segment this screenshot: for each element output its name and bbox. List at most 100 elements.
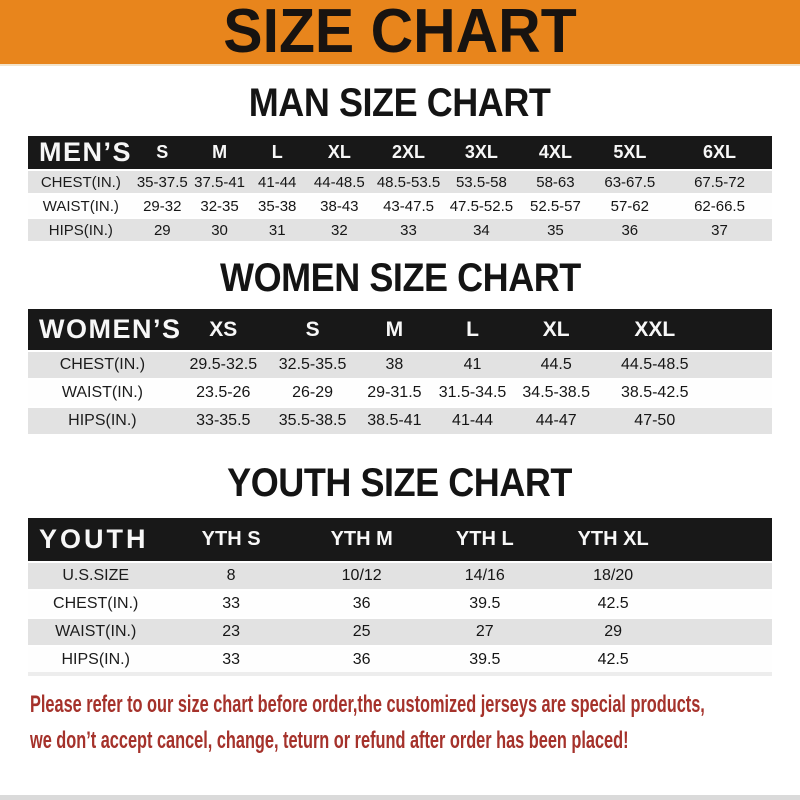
section-title-men-text: MAN SIZE CHART (249, 81, 551, 125)
size-value: 41-44 (433, 407, 512, 436)
table-header-row: WOMEN’S XS S M L XL XXL (28, 309, 772, 352)
size-value: 44-48.5 (306, 170, 373, 195)
table-row: HIPS(IN.) 33 36 39.5 42.5 (28, 646, 772, 675)
table-header-row: MEN’S S M L XL 2XL 3XL 4XL 5XL 6XL (28, 136, 772, 171)
row-label: CHEST(IN.) (28, 351, 177, 380)
size-value: 42.5 (545, 590, 682, 619)
size-value: 36 (298, 646, 425, 675)
size-value: 26-29 (269, 379, 356, 408)
section-title-youth: YOUTH SIZE CHART (0, 462, 800, 504)
spacer-cell (681, 518, 772, 563)
size-value: 27 (424, 618, 546, 647)
size-value: 41 (433, 351, 512, 380)
table-row: U.S.SIZE 8 10/12 14/16 18/20 (28, 562, 772, 591)
size-column-header: XS (176, 309, 270, 352)
size-column-header: XL (306, 136, 373, 171)
size-column-header: YTH S (163, 518, 299, 563)
table-row: WAIST(IN.) 23 25 27 29 (28, 618, 772, 647)
size-column-header: XXL (600, 309, 709, 352)
footer-line-2: we don’t accept cancel, change, teturn o… (30, 724, 800, 760)
size-column-header: M (355, 309, 434, 352)
size-value: 33 (372, 218, 445, 243)
size-value: 35 (518, 218, 593, 243)
size-value: 47-50 (600, 407, 709, 436)
size-column-header: M (190, 136, 249, 171)
section-women: WOMEN SIZE CHART WOMEN’S XS S M L XL XXL CHEST(… (0, 257, 800, 436)
size-value: 43-47.5 (372, 194, 445, 219)
size-value: 57-62 (592, 194, 668, 219)
table-row: HIPS(IN.) 33-35.5 35.5-38.5 38.5-41 41-44 44-… (28, 407, 772, 436)
size-column-header: L (248, 136, 307, 171)
footer-line-1: Please refer to our size chart before or… (30, 688, 800, 724)
size-value: 63-67.5 (592, 170, 668, 195)
size-value: 52.5-57 (518, 194, 593, 219)
size-value: 39.5 (424, 646, 546, 675)
footer-line-1-text: Please refer to our size chart before or… (30, 691, 705, 718)
bottom-strip (0, 795, 800, 800)
size-value: 29 (545, 618, 682, 647)
size-value: 33 (163, 646, 299, 675)
size-value: 8 (163, 562, 299, 591)
table-row: CHEST(IN.) 33 36 39.5 42.5 (28, 590, 772, 619)
youth-size-table: YOUTH YTH S YTH M YTH L YTH XL U.S.SIZE 8 10/12… (28, 518, 772, 676)
size-value: 34.5-38.5 (511, 379, 601, 408)
size-column-header: 5XL (592, 136, 668, 171)
size-column-header: 2XL (372, 136, 445, 171)
size-value: 35-37.5 (133, 170, 191, 195)
section-title-women-text: WOMEN SIZE CHART (219, 256, 581, 300)
banner-title: SIZE CHART (223, 0, 577, 66)
size-value: 31 (248, 218, 307, 243)
row-label: HIPS(IN.) (28, 218, 134, 243)
size-column-header: XL (511, 309, 601, 352)
size-column-header: 3XL (444, 136, 519, 171)
spacer-cell (681, 646, 772, 675)
row-label: WAIST(IN.) (28, 618, 164, 647)
row-label: WAIST(IN.) (28, 194, 134, 219)
size-value: 18/20 (545, 562, 682, 591)
size-value: 33 (163, 590, 299, 619)
spacer-cell (708, 407, 772, 436)
table-row: CHEST(IN.) 29.5-32.5 32.5-35.5 38 41 44.5 44.5… (28, 351, 772, 380)
size-value: 34 (444, 218, 519, 243)
table-header-row: YOUTH YTH S YTH M YTH L YTH XL (28, 518, 772, 563)
table-row: WAIST(IN.) 29-32 32-35 35-38 38-43 43-47.5 47.… (28, 194, 772, 219)
size-column-header: YTH L (424, 518, 546, 563)
spacer-cell (708, 379, 772, 408)
size-column-header: YTH XL (545, 518, 682, 563)
row-label: WAIST(IN.) (28, 379, 177, 408)
size-column-header: YTH M (298, 518, 425, 563)
table-group-label: YOUTH (28, 518, 164, 563)
size-value: 58-63 (518, 170, 593, 195)
size-column-header: 6XL (667, 136, 772, 171)
size-value: 14/16 (424, 562, 546, 591)
size-value: 44.5 (511, 351, 601, 380)
size-value: 44.5-48.5 (600, 351, 709, 380)
size-value: 38.5-42.5 (600, 379, 709, 408)
size-value: 29.5-32.5 (176, 351, 270, 380)
table-row: WAIST(IN.) 23.5-26 26-29 29-31.5 31.5-34.5 34… (28, 379, 772, 408)
size-value: 44-47 (511, 407, 601, 436)
row-label: U.S.SIZE (28, 562, 164, 591)
section-youth: YOUTH SIZE CHART YOUTH YTH S YTH M YTH L YTH… (0, 462, 800, 676)
table-group-label: MEN’S (28, 136, 134, 171)
size-value: 32-35 (190, 194, 249, 219)
spacer-cell (681, 562, 772, 591)
row-label: HIPS(IN.) (28, 646, 164, 675)
size-value: 35-38 (248, 194, 307, 219)
table-row: CHEST(IN.) 35-37.5 37.5-41 41-44 44-48.5 48.5… (28, 170, 772, 195)
section-title-women: WOMEN SIZE CHART (0, 257, 800, 299)
size-value: 29 (133, 218, 191, 243)
footer-note: Please refer to our size chart before or… (0, 688, 800, 760)
size-value: 10/12 (298, 562, 425, 591)
size-value: 38-43 (306, 194, 373, 219)
size-value: 42.5 (545, 646, 682, 675)
section-men: MAN SIZE CHART MEN’S S M L XL 2XL 3XL 4XL 5XL 6XL… (0, 82, 800, 243)
size-value: 48.5-53.5 (372, 170, 445, 195)
spacer-cell (708, 351, 772, 380)
size-column-header: 4XL (518, 136, 593, 171)
size-value: 62-66.5 (667, 194, 772, 219)
size-column-header: S (133, 136, 191, 171)
size-value: 47.5-52.5 (444, 194, 519, 219)
row-label: CHEST(IN.) (28, 590, 164, 619)
